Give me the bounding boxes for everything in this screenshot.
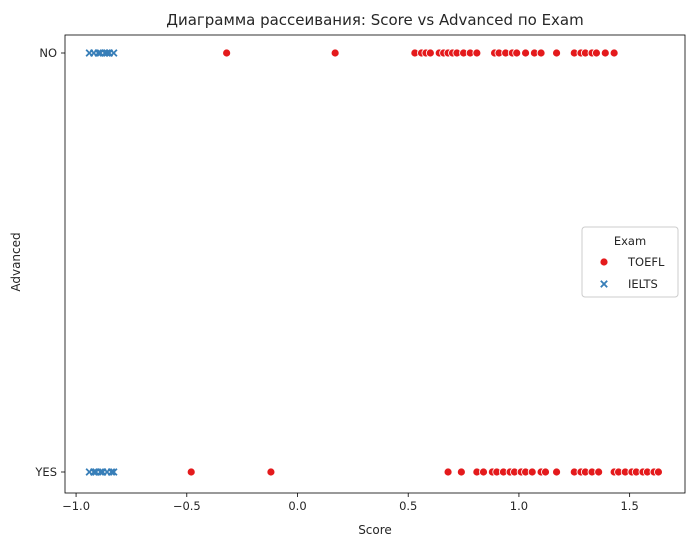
data-point (186, 467, 196, 477)
data-point (536, 48, 546, 58)
data-point (103, 49, 111, 57)
legend: Exam TOEFL IELTS (581, 226, 679, 298)
y-axis: NO YES (34, 46, 65, 479)
data-point (600, 48, 610, 58)
data-point (94, 49, 103, 57)
data-point (472, 48, 482, 58)
legend-label: TOEFL (627, 255, 665, 269)
data-point (109, 468, 118, 476)
x-axis: −1.0 −0.5 0.0 0.5 1.0 1.5 (62, 493, 639, 513)
chart-title: Диаграмма рассеивания: Score vs Advanced… (166, 11, 583, 29)
plot-area (64, 34, 686, 494)
data-point (552, 48, 561, 58)
legend-label: IELTS (628, 277, 658, 291)
data-point (521, 48, 530, 58)
x-tick-label: 0.5 (399, 499, 417, 513)
data-point (266, 467, 276, 477)
data-point (479, 467, 488, 477)
legend-title: Exam (614, 234, 646, 248)
data-point (609, 48, 619, 58)
data-point (96, 468, 105, 476)
plot-frame (64, 34, 686, 494)
data-point (222, 48, 232, 58)
y-tick-label: NO (39, 46, 57, 60)
data-point (109, 49, 118, 57)
y-tick-label: YES (34, 465, 57, 479)
data-point (443, 467, 453, 477)
legend-box (581, 226, 679, 298)
data-point (89, 468, 98, 476)
x-tick-label: 1.5 (620, 499, 638, 513)
data-point (330, 48, 340, 58)
x-axis-label: Score (358, 523, 392, 537)
x-tick-label: 0.0 (288, 499, 306, 513)
data-point (654, 467, 663, 477)
data-point (512, 48, 522, 58)
data-point (425, 48, 435, 58)
legend-marker (599, 257, 609, 267)
x-tick-label: 1.0 (510, 499, 528, 513)
series-toefl (186, 48, 663, 477)
legend-marker (600, 280, 608, 288)
data-point (592, 48, 601, 58)
x-tick-label: −1.0 (62, 499, 90, 513)
data-point (456, 467, 466, 477)
data-point (107, 468, 116, 476)
x-tick-label: −0.5 (173, 499, 201, 513)
data-point (541, 467, 550, 477)
y-axis-label: Advanced (9, 232, 23, 291)
data-point (552, 467, 561, 477)
series-ielts (85, 49, 118, 476)
data-point (527, 467, 537, 477)
data-point (594, 467, 604, 477)
